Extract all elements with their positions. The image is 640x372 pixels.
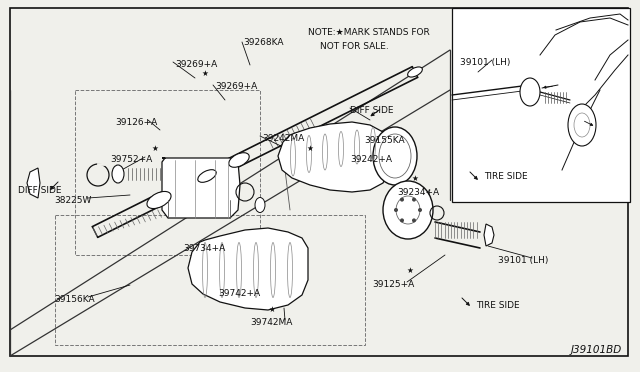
Circle shape (394, 208, 398, 212)
Ellipse shape (408, 67, 422, 77)
Text: 39242MA: 39242MA (262, 134, 304, 143)
Ellipse shape (255, 198, 265, 212)
Text: ★: ★ (152, 144, 159, 153)
Bar (75, 90, 260, 255)
Text: J39101BD: J39101BD (571, 345, 622, 355)
Text: 39742MA: 39742MA (250, 318, 292, 327)
Polygon shape (278, 122, 388, 192)
Text: 39742+A: 39742+A (218, 289, 260, 298)
Text: 39268KA: 39268KA (243, 38, 284, 47)
Polygon shape (162, 158, 240, 218)
Text: 39101 (LH): 39101 (LH) (498, 256, 548, 265)
Text: ★: ★ (269, 305, 275, 314)
Ellipse shape (383, 181, 433, 239)
Bar (55, 215, 365, 345)
Text: 39234+A: 39234+A (397, 188, 439, 197)
Ellipse shape (198, 170, 216, 182)
Ellipse shape (229, 153, 249, 167)
Text: ★: ★ (412, 173, 419, 183)
Circle shape (418, 208, 422, 212)
Polygon shape (188, 228, 308, 310)
Text: NOT FOR SALE.: NOT FOR SALE. (320, 42, 388, 51)
Text: ★: ★ (202, 68, 209, 77)
Text: DIFF SIDE: DIFF SIDE (18, 186, 61, 195)
Circle shape (412, 198, 416, 202)
Ellipse shape (112, 165, 124, 183)
Text: 39269+A: 39269+A (175, 60, 217, 69)
Text: NOTE:★MARK STANDS FOR: NOTE:★MARK STANDS FOR (308, 28, 429, 37)
Text: 39752+A: 39752+A (110, 155, 152, 164)
Text: 39242+A: 39242+A (350, 155, 392, 164)
Ellipse shape (147, 192, 171, 209)
Text: DIFF SIDE: DIFF SIDE (350, 106, 394, 115)
Circle shape (400, 198, 404, 202)
Text: 39156KA: 39156KA (54, 295, 95, 304)
Text: 39125+A: 39125+A (372, 280, 414, 289)
Text: ★: ★ (307, 144, 314, 153)
Text: 39101 (LH): 39101 (LH) (460, 58, 510, 67)
Ellipse shape (568, 104, 596, 146)
Text: TIRE SIDE: TIRE SIDE (484, 172, 527, 181)
Circle shape (400, 218, 404, 222)
Ellipse shape (520, 78, 540, 106)
Circle shape (412, 218, 416, 222)
Text: 39155KA: 39155KA (364, 136, 404, 145)
Ellipse shape (373, 127, 417, 185)
Text: 39126+A: 39126+A (115, 118, 157, 127)
Bar (452, 8, 630, 202)
Text: 39734+A: 39734+A (183, 244, 225, 253)
Text: 38225W: 38225W (54, 196, 92, 205)
Text: TIRE SIDE: TIRE SIDE (476, 301, 520, 310)
Polygon shape (27, 168, 40, 198)
Polygon shape (484, 224, 494, 246)
Text: 39269+A: 39269+A (215, 82, 257, 91)
Text: ★: ★ (406, 266, 413, 275)
